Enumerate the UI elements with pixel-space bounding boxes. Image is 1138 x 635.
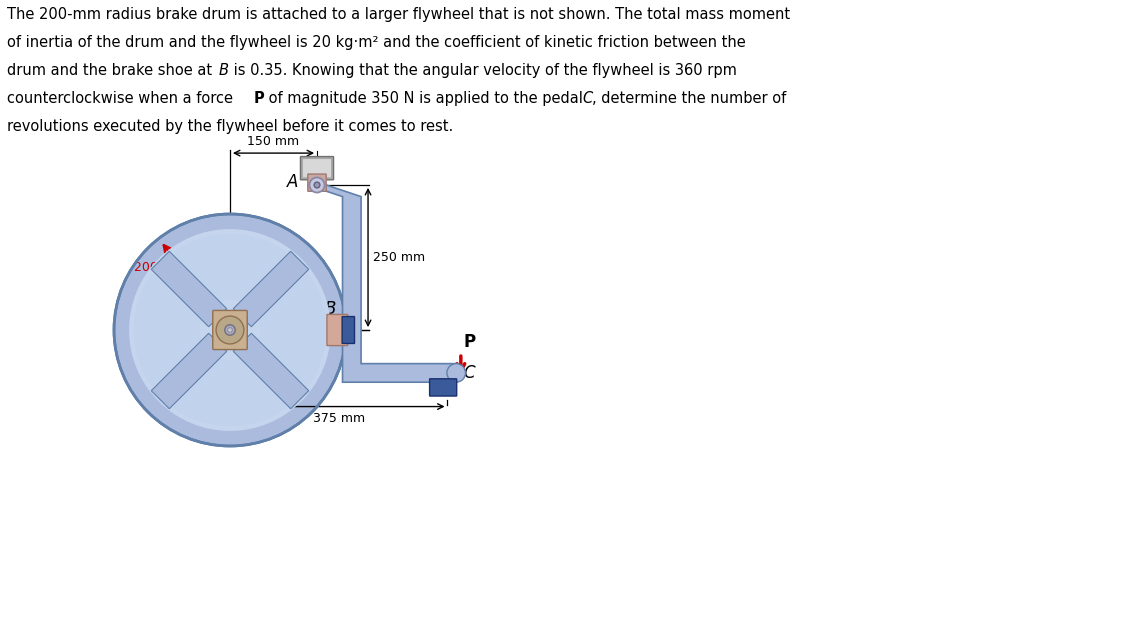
Circle shape: [228, 328, 232, 332]
Text: 250 mm: 250 mm: [372, 251, 424, 264]
Text: B: B: [218, 63, 229, 78]
Polygon shape: [233, 333, 308, 409]
Polygon shape: [151, 251, 226, 327]
Text: of magnitude 350 N is applied to the pedal: of magnitude 350 N is applied to the ped…: [264, 91, 588, 106]
Polygon shape: [307, 185, 456, 382]
FancyBboxPatch shape: [343, 317, 355, 344]
FancyBboxPatch shape: [300, 157, 333, 180]
FancyBboxPatch shape: [213, 311, 247, 349]
FancyBboxPatch shape: [327, 314, 348, 345]
FancyBboxPatch shape: [307, 174, 327, 191]
Text: The 200-mm radius brake drum is attached to a larger flywheel that is not shown.: The 200-mm radius brake drum is attached…: [7, 7, 790, 22]
Text: C: C: [582, 91, 592, 106]
Text: D: D: [237, 346, 249, 364]
Text: 150 mm: 150 mm: [247, 135, 299, 149]
Circle shape: [346, 368, 357, 378]
Text: P: P: [464, 333, 476, 351]
Circle shape: [225, 324, 236, 335]
Text: of inertia of the drum and the flywheel is 20 kg·m² and the coefficient of kinet: of inertia of the drum and the flywheel …: [7, 35, 745, 50]
Text: P: P: [254, 91, 265, 106]
Wedge shape: [173, 354, 287, 426]
Circle shape: [310, 177, 324, 192]
Circle shape: [447, 364, 465, 382]
Circle shape: [129, 229, 331, 431]
Wedge shape: [255, 274, 327, 387]
Polygon shape: [233, 251, 308, 327]
Text: 200 mm: 200 mm: [134, 261, 187, 274]
Text: revolutions executed by the flywheel before it comes to rest.: revolutions executed by the flywheel bef…: [7, 119, 453, 134]
Circle shape: [216, 316, 244, 344]
Text: B: B: [324, 300, 336, 318]
Wedge shape: [134, 274, 206, 387]
Text: counterclockwise when a force: counterclockwise when a force: [7, 91, 238, 106]
Text: 375 mm: 375 mm: [313, 412, 365, 425]
Text: C: C: [463, 364, 475, 382]
Circle shape: [314, 182, 320, 188]
Wedge shape: [173, 234, 287, 305]
Text: , determine the number of: , determine the number of: [592, 91, 786, 106]
FancyBboxPatch shape: [303, 159, 331, 177]
Text: is 0.35. Knowing that the angular velocity of the flywheel is 360 rpm: is 0.35. Knowing that the angular veloci…: [230, 63, 737, 78]
Polygon shape: [151, 333, 226, 409]
FancyBboxPatch shape: [430, 379, 456, 396]
Text: A: A: [287, 173, 298, 191]
Circle shape: [114, 214, 346, 446]
Text: drum and the brake shoe at: drum and the brake shoe at: [7, 63, 216, 78]
